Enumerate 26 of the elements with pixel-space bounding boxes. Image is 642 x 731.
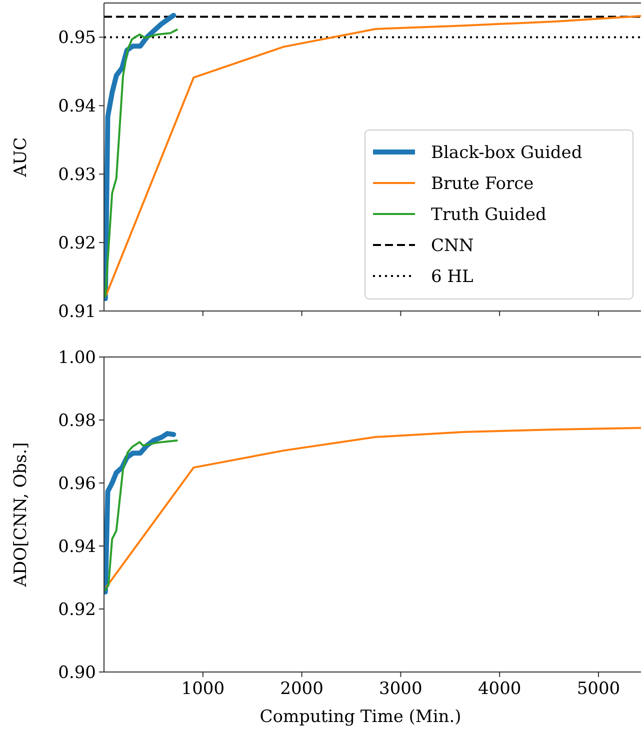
legend-label: Brute Force	[431, 174, 534, 194]
legend-label: CNN	[431, 236, 474, 256]
y-tick-label: 0.90	[58, 662, 96, 683]
legend-label: 6 HL	[431, 266, 474, 287]
y-tick-label: 1.00	[58, 348, 96, 368]
y-tick-label: 0.94	[58, 96, 96, 117]
x-tick-label: 5000	[576, 679, 620, 699]
x-tick-label: 4000	[478, 679, 522, 699]
y-axis-title: AUC	[11, 137, 31, 178]
legend-label: Black-box Guided	[431, 142, 582, 163]
y-axis-title: ADO[CNN, Obs.]	[11, 442, 31, 588]
x-tick-label: 2000	[280, 679, 324, 699]
y-tick-label: 0.91	[58, 302, 96, 322]
y-tick-label: 0.98	[58, 410, 96, 431]
y-tick-label: 0.92	[58, 600, 96, 620]
x-tick-label: 1000	[181, 679, 225, 699]
x-tick-label: 3000	[379, 679, 422, 699]
y-tick-label: 0.95	[58, 28, 96, 48]
line-series	[105, 15, 641, 296]
legend-label: Truth Guided	[431, 204, 547, 225]
y-tick-label: 0.93	[58, 165, 96, 186]
y-tick-label: 0.94	[58, 536, 96, 557]
line-series	[105, 426, 641, 588]
y-tick-label: 0.92	[58, 234, 96, 254]
x-axis-title: Computing Time (Min.)	[260, 707, 462, 727]
y-tick-label: 0.96	[58, 474, 96, 494]
